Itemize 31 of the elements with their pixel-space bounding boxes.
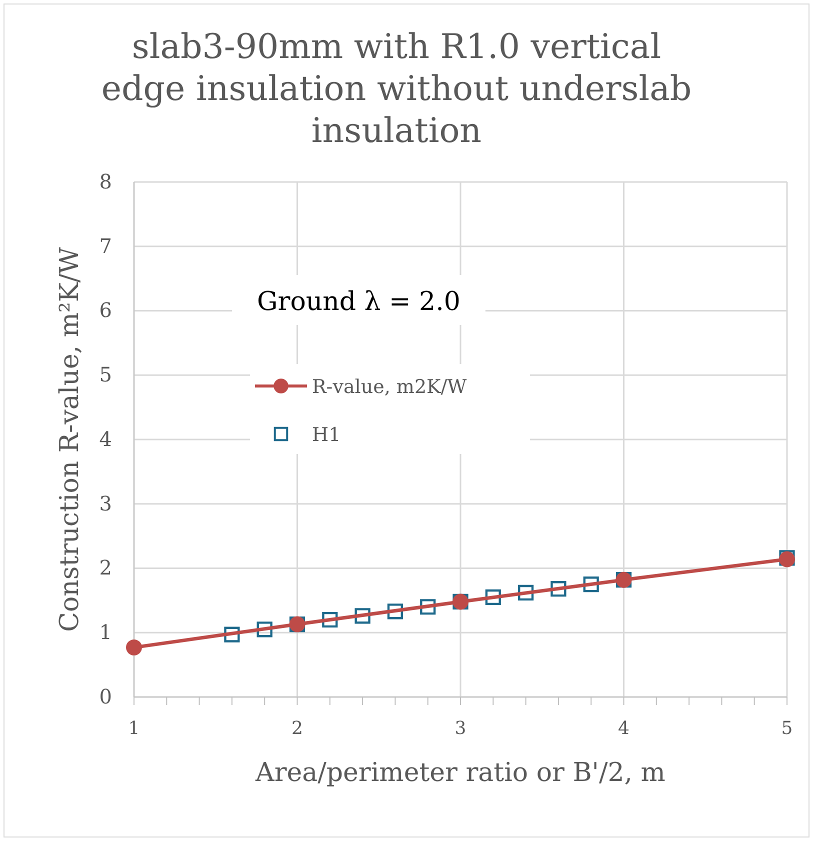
x-tick-label: 3 xyxy=(454,718,466,739)
point xyxy=(550,581,566,597)
x-tick-label: 2 xyxy=(292,718,303,739)
point xyxy=(420,599,436,615)
chart-title: slab3-90mm with R1.0 vertical edge insulation without underslab insulation xyxy=(101,27,692,151)
annotation: Ground λ = 2.0 xyxy=(257,287,460,317)
legend-label: H1 xyxy=(312,424,341,446)
x-tick-label: 1 xyxy=(128,718,140,739)
x-tick-label: 4 xyxy=(618,718,630,739)
legend-label: R-value, m2K/W xyxy=(312,376,468,398)
point xyxy=(518,584,534,601)
y-tick-label: 0 xyxy=(99,684,112,708)
y-axis-title: Construction R-value, m²K/W xyxy=(55,246,85,632)
y-tick-label: 2 xyxy=(99,556,112,580)
point xyxy=(224,626,240,642)
point xyxy=(322,612,338,628)
point xyxy=(485,589,501,606)
y-tick-label: 3 xyxy=(99,491,112,516)
point xyxy=(256,622,272,638)
point xyxy=(126,639,142,656)
x-axis-title: Area/perimeter ratio or B'/2, m xyxy=(254,758,666,788)
y-tick-label: 6 xyxy=(99,298,112,322)
y-tick-label: 8 xyxy=(99,169,112,194)
x-tick-label: 5 xyxy=(781,718,793,739)
point xyxy=(354,608,370,624)
y-tick-label: 5 xyxy=(99,362,112,387)
point xyxy=(387,604,404,620)
point xyxy=(583,576,599,592)
y-tick-label: 1 xyxy=(99,620,112,644)
y-tick-label: 7 xyxy=(99,234,112,258)
y-tick-label: 4 xyxy=(99,426,112,451)
